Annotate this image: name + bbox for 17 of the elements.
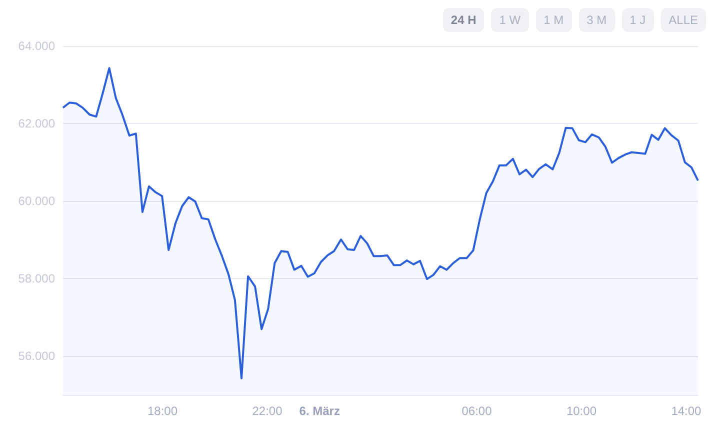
x-tick-label: 22:00 bbox=[252, 404, 283, 418]
x-tick-label: 18:00 bbox=[147, 404, 178, 418]
range-button[interactable]: 1 W bbox=[491, 8, 529, 32]
y-tick-label: 58.000 bbox=[18, 272, 56, 286]
y-tick-label: 60.000 bbox=[18, 194, 56, 208]
x-tick-label: 10:00 bbox=[566, 404, 597, 418]
y-tick-label: 64.000 bbox=[18, 39, 56, 53]
y-tick-label: 62.000 bbox=[18, 116, 56, 131]
range-button[interactable]: 24 H bbox=[442, 8, 484, 32]
y-tick-label: 56.000 bbox=[18, 349, 56, 364]
range-button[interactable]: 1 M bbox=[536, 8, 572, 32]
x-tick-label: 14:00 bbox=[671, 404, 702, 418]
x-tick-label: 06:00 bbox=[462, 404, 492, 418]
range-button[interactable]: 3 M bbox=[578, 8, 615, 32]
range-button[interactable]: 1 J bbox=[622, 8, 654, 32]
range-button[interactable]: ALLE bbox=[660, 8, 706, 32]
x-tick-label: 6. März bbox=[299, 404, 340, 418]
